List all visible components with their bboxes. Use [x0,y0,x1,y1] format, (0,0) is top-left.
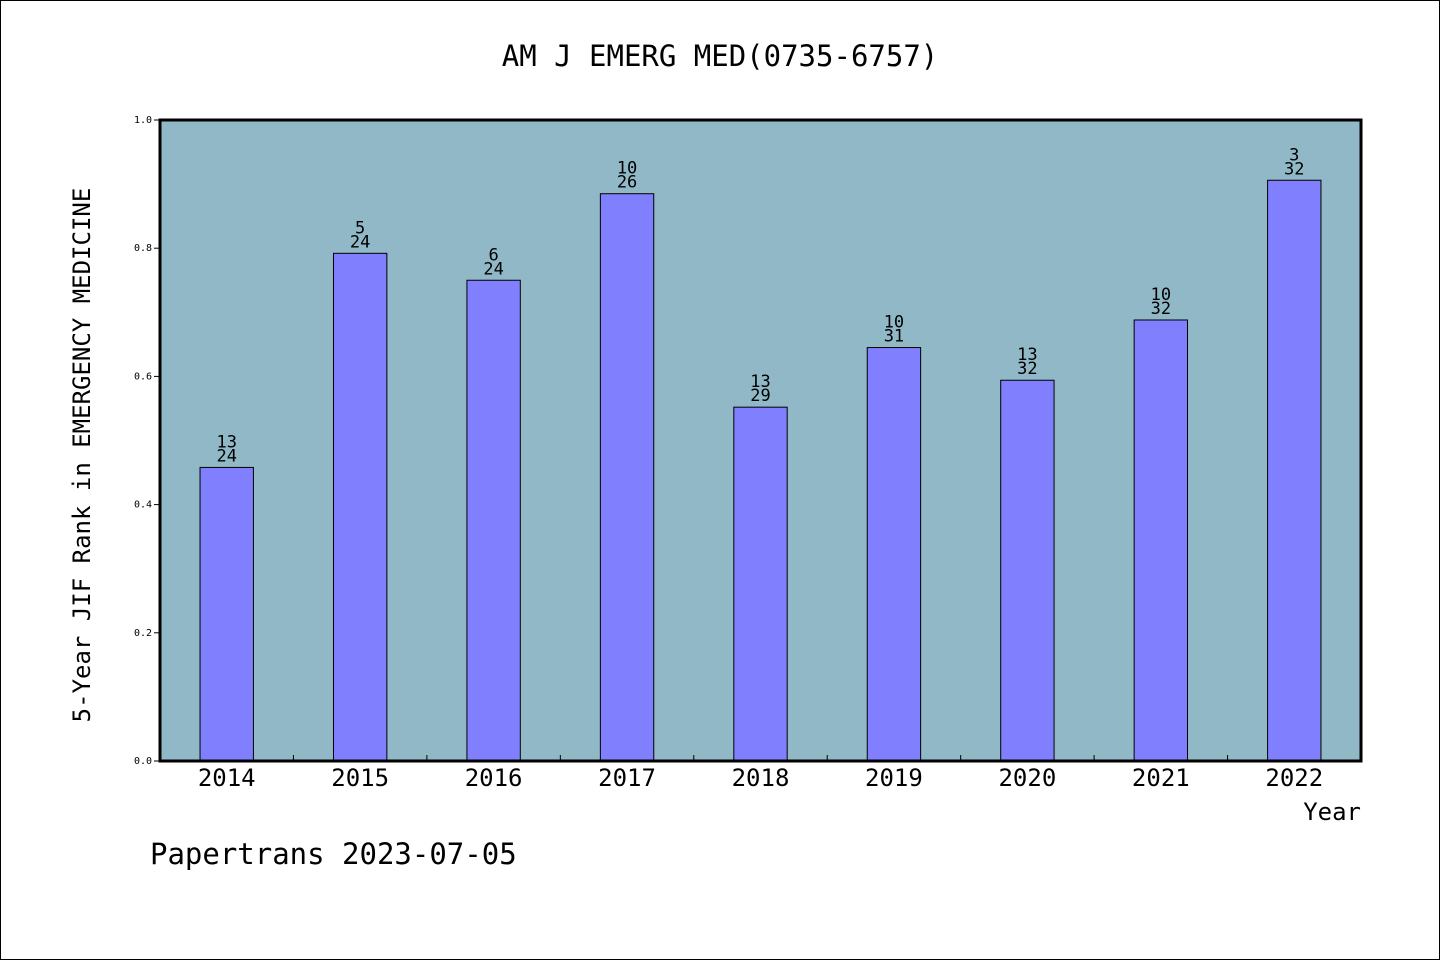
y-tick-label: 1.0 [134,115,152,126]
chart-title: AM J EMERG MED(0735-6757) [502,39,939,73]
x-tick-label: 2015 [331,764,389,792]
x-tick-label: 2021 [1132,764,1190,792]
y-tick-label: 0.2 [134,628,152,639]
x-axis-ticks: 2014 2015 2016 2017 2018 2019 2020 2021 2022 [198,755,1323,792]
bar-total-label: 32 [1151,299,1171,319]
x-tick-label: 2017 [598,764,656,792]
bar-total-label: 29 [750,386,770,406]
y-tick-label: 0.0 [134,756,152,767]
bar-2022 [1267,179,1322,762]
bar-2015 [332,252,388,762]
bar-rank-label: 10 [617,159,637,179]
bar-rank-label: 13 [1017,345,1037,365]
bar-2014 [199,466,254,762]
x-tick-label: 2018 [732,764,790,792]
bar-rank-label: 13 [750,372,770,392]
bar-2016 [466,279,521,762]
source-footer: Papertrans 2023-07-05 [150,837,517,871]
x-tick-label: 2014 [198,764,256,792]
bar-2020 [1000,379,1055,762]
plot-border [158,118,1363,763]
x-tick-label: 2019 [865,764,923,792]
bar-total-label: 31 [884,327,904,347]
bar-2021 [1133,319,1189,762]
x-tick-label: 2022 [1265,764,1323,792]
bar-total-label: 24 [350,232,370,252]
y-tick-label: 0.8 [134,243,152,254]
x-axis-label: Year [1303,798,1361,826]
y-axis-ticks: 0.0 0.2 0.4 0.6 0.8 1.0 [134,115,160,767]
y-tick-label: 0.4 [134,500,152,511]
bar-rank-label: 6 [488,245,498,265]
bar-total-label: 32 [1284,159,1304,179]
bar-total-label: 24 [483,259,503,279]
bar-rank-label: 5 [355,218,365,238]
y-tick-label: 0.6 [134,371,152,382]
x-tick-label: 2020 [998,764,1056,792]
bar-rank-label: 10 [884,313,904,333]
bar-2018 [733,406,788,762]
y-axis-label: 5-Year JIF Rank in EMERGENCY MEDICINE [68,188,96,723]
bar-total-label: 26 [617,173,637,193]
bar-2017 [599,193,655,762]
bar-2019 [866,347,922,762]
bar-rank-label: 3 [1289,145,1299,165]
x-tick-label: 2016 [465,764,523,792]
bar-total-label: 24 [216,446,236,466]
bar-rank-label: 10 [1151,285,1171,305]
bar-total-label: 32 [1017,359,1037,379]
bar-rank-label: 13 [216,432,236,452]
